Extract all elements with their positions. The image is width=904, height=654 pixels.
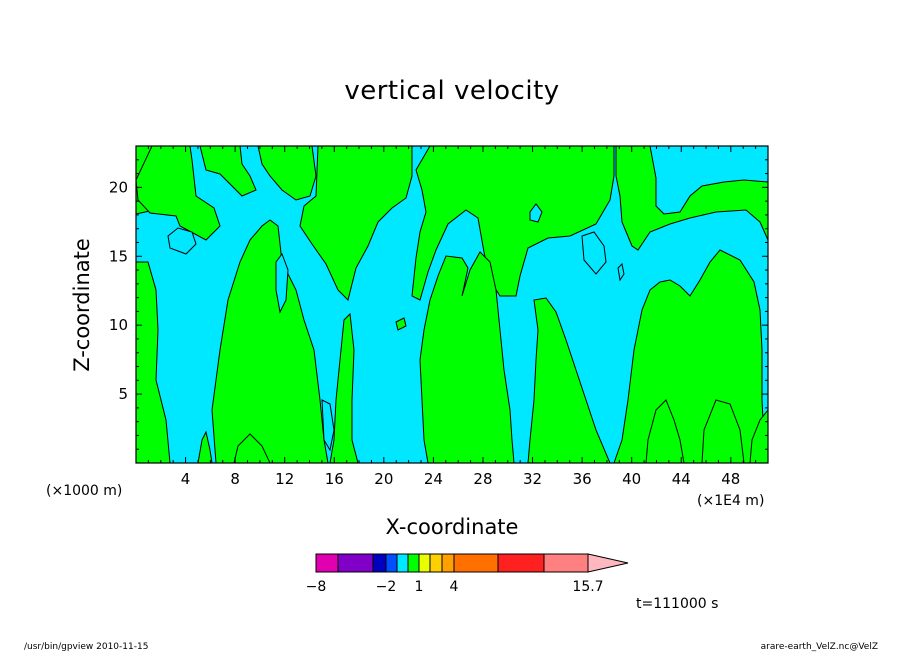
positive-region bbox=[527, 297, 611, 464]
positive-region bbox=[299, 145, 413, 301]
colorbar-segment bbox=[407, 553, 420, 573]
positive-region bbox=[615, 145, 769, 251]
negative-island bbox=[529, 203, 543, 223]
x-axis-label: X-coordinate bbox=[385, 515, 519, 539]
positive-region bbox=[395, 317, 407, 331]
colorbar-segment bbox=[396, 553, 409, 573]
positive-region bbox=[411, 145, 615, 301]
colorbar-extension bbox=[587, 553, 629, 573]
positive-region bbox=[135, 145, 221, 241]
x-tick-label: 44 bbox=[672, 470, 691, 488]
colorbar: −8 −2 1 4 15.7 bbox=[306, 553, 629, 595]
colorbar-segment bbox=[337, 553, 374, 573]
plot-frame bbox=[135, 145, 769, 464]
colorbar-segment bbox=[315, 553, 339, 573]
x-tick-label: 48 bbox=[721, 470, 740, 488]
colorbar-segment bbox=[441, 553, 455, 573]
colorbar-segment bbox=[418, 553, 431, 573]
footer-left: /usr/bin/gpview 2010-11-15 bbox=[24, 642, 149, 652]
positive-region bbox=[199, 145, 257, 197]
x-tick-label: 36 bbox=[573, 470, 592, 488]
negative-island bbox=[275, 252, 289, 314]
negative-island bbox=[167, 227, 197, 255]
positive-region bbox=[329, 312, 359, 464]
colorbar-label: 15.7 bbox=[572, 579, 603, 595]
x-tick-label: 12 bbox=[275, 470, 294, 488]
x-tick-label: 20 bbox=[374, 470, 393, 488]
x-tick-label: 28 bbox=[473, 470, 492, 488]
negative-island bbox=[617, 262, 625, 282]
chart-title: vertical velocity bbox=[344, 76, 560, 106]
x-tick-label: 8 bbox=[230, 470, 240, 488]
x-axis: 4 8 12 16 20 24 28 32 36 40 44 48 bbox=[147, 146, 757, 488]
x-unit-right: (×1E4 m) bbox=[697, 493, 765, 509]
negative-island bbox=[321, 399, 335, 452]
colorbar-label: −2 bbox=[376, 579, 397, 595]
y-tick-label: 10 bbox=[109, 316, 128, 334]
footer-right: arare-earth_VelZ.nc@VelZ bbox=[760, 642, 878, 652]
x-unit-left: (×1000 m) bbox=[46, 483, 123, 499]
colorbar-segment bbox=[385, 553, 398, 573]
x-tick-label: 24 bbox=[424, 470, 443, 488]
positive-regions bbox=[135, 145, 769, 464]
y-tick-label: 5 bbox=[118, 385, 128, 403]
positive-region bbox=[645, 399, 685, 464]
colorbar-label: 4 bbox=[450, 579, 459, 595]
plot-area bbox=[135, 145, 769, 464]
negative-islands bbox=[167, 203, 625, 452]
colorbar-segment bbox=[497, 553, 545, 573]
y-axis: 5 10 15 20 bbox=[109, 159, 768, 450]
colorbar-segment bbox=[372, 553, 387, 573]
colorbar-segment bbox=[543, 553, 589, 573]
colorbar-segment bbox=[429, 553, 443, 573]
x-tick-label: 32 bbox=[523, 470, 542, 488]
y-tick-label: 15 bbox=[109, 247, 128, 265]
colorbar-label: 1 bbox=[415, 579, 424, 595]
time-label: t=111000 s bbox=[636, 596, 719, 612]
colorbar-label: −8 bbox=[306, 579, 327, 595]
x-tick-label: 40 bbox=[622, 470, 641, 488]
positive-region bbox=[257, 145, 317, 201]
positive-region bbox=[419, 251, 515, 464]
x-tick-label: 4 bbox=[181, 470, 191, 488]
x-tick-label: 16 bbox=[325, 470, 344, 488]
colorbar-segment bbox=[453, 553, 499, 573]
y-tick-label: 20 bbox=[109, 178, 128, 196]
negative-island bbox=[581, 231, 607, 275]
